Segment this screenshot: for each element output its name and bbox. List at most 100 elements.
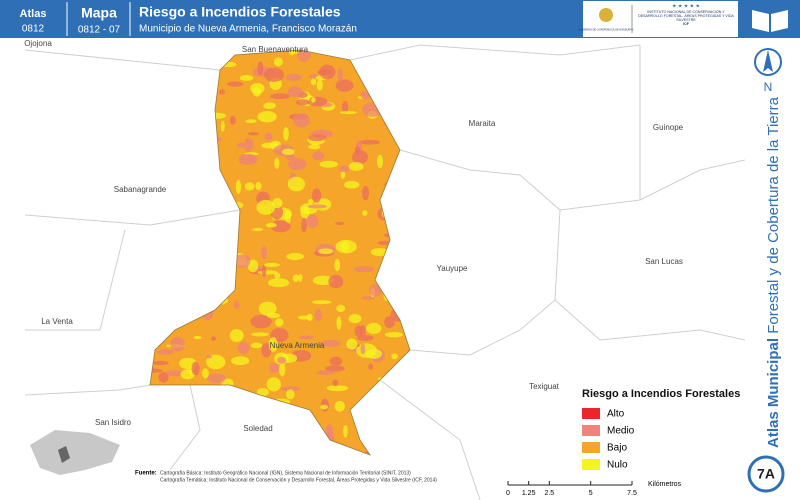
- texture: [279, 362, 286, 377]
- texture: [258, 301, 277, 316]
- texture: [359, 324, 366, 337]
- texture: [237, 341, 250, 355]
- texture: [311, 97, 316, 103]
- sidebar-title: Atlas Municipal Forestal y de Cobertura …: [765, 96, 782, 448]
- texture: [357, 334, 374, 341]
- texture: [348, 313, 362, 324]
- texture: [334, 259, 341, 272]
- texture: [205, 354, 226, 370]
- legend-label: Nulo: [607, 460, 628, 471]
- texture: [360, 343, 366, 355]
- source-label: Fuente:: [135, 471, 157, 477]
- scale-unit: Kilómetros: [648, 481, 682, 488]
- texture: [227, 81, 244, 87]
- texture: [261, 264, 267, 278]
- logo-right-short: ICF: [683, 22, 689, 26]
- book-icon: [752, 10, 788, 32]
- texture: [307, 134, 327, 142]
- texture: [277, 356, 287, 364]
- scale-label: 5: [589, 490, 593, 497]
- place-label: San Buenaventura: [242, 45, 309, 54]
- texture: [202, 368, 209, 379]
- sidebar-bold: Atlas Municipal: [765, 338, 782, 448]
- texture: [273, 57, 283, 67]
- legend-title: Riesgo a Incendios Forestales: [582, 388, 740, 400]
- texture: [369, 284, 383, 297]
- place-label: Maraita: [469, 119, 496, 128]
- atlas-label: Atlas: [20, 8, 47, 20]
- texture: [239, 75, 254, 81]
- texture: [352, 150, 369, 165]
- texture: [274, 272, 281, 279]
- texture: [306, 214, 319, 228]
- texture: [285, 73, 302, 81]
- texture: [251, 332, 269, 337]
- boundaries: [24, 44, 746, 500]
- texture: [268, 337, 278, 352]
- legend-label: Medio: [607, 426, 635, 437]
- texture: [319, 160, 338, 168]
- texture: [245, 119, 257, 124]
- texture: [354, 146, 361, 155]
- texture: [359, 139, 381, 145]
- texture: [280, 386, 300, 392]
- texture: [293, 113, 310, 128]
- texture: [298, 274, 303, 282]
- place-label: San Isidro: [95, 418, 132, 427]
- texture: [334, 400, 345, 412]
- texture: [238, 153, 258, 166]
- texture: [220, 120, 225, 132]
- texture: [308, 199, 314, 204]
- place-label: Yauyupe: [437, 264, 469, 273]
- sidebar-rest: Forestal y de Cobertura de la Tierra: [765, 96, 782, 333]
- texture: [158, 372, 169, 383]
- atlas-code: 0812: [22, 24, 45, 35]
- texture: [152, 360, 169, 366]
- texture: [318, 248, 334, 255]
- texture: [366, 322, 382, 335]
- texture: [311, 188, 322, 203]
- texture: [316, 79, 323, 91]
- logo-right-box: INSTITUTO NACIONAL DE CONSERVACIÓN Y DES…: [638, 10, 734, 26]
- north-arrow: [763, 50, 773, 72]
- texture: [257, 61, 264, 76]
- texture: [283, 127, 289, 141]
- texture: [339, 165, 350, 173]
- texture: [274, 157, 280, 169]
- north-label: N: [764, 80, 773, 94]
- place-label: Soledad: [243, 424, 272, 433]
- texture: [296, 99, 310, 106]
- texture: [335, 239, 357, 254]
- subtitle: Municipio de Nueva Armenia, Francisco Mo…: [139, 24, 357, 35]
- texture: [229, 329, 244, 342]
- texture: [310, 78, 317, 86]
- scale-label: 7.5: [627, 490, 637, 497]
- texture: [307, 204, 327, 209]
- texture: [266, 377, 281, 392]
- texture: [286, 252, 305, 261]
- texture: [243, 137, 254, 152]
- scale-label: 1.25: [522, 490, 536, 497]
- texture: [257, 270, 278, 275]
- source-line: Cartografía Básica: Instituto Geográfico…: [160, 470, 411, 476]
- texture: [252, 227, 264, 232]
- texture: [191, 361, 200, 376]
- place-label: Nueva Armenia: [270, 341, 325, 350]
- texture: [297, 50, 311, 62]
- texture: [250, 314, 272, 329]
- texture: [270, 220, 291, 233]
- place-label: Sabanagrande: [114, 185, 167, 194]
- texture: [255, 181, 262, 191]
- texture: [256, 388, 269, 397]
- texture: [325, 365, 345, 372]
- texture: [326, 385, 349, 392]
- texture: [287, 176, 306, 192]
- texture: [211, 336, 217, 341]
- source-line: Cartografía Temática: Instituto Nacional…: [160, 476, 437, 483]
- texture: [376, 154, 383, 169]
- texture: [250, 342, 263, 349]
- texture: [336, 304, 346, 313]
- texture: [384, 316, 395, 329]
- texture: [332, 379, 339, 387]
- texture: [335, 221, 345, 226]
